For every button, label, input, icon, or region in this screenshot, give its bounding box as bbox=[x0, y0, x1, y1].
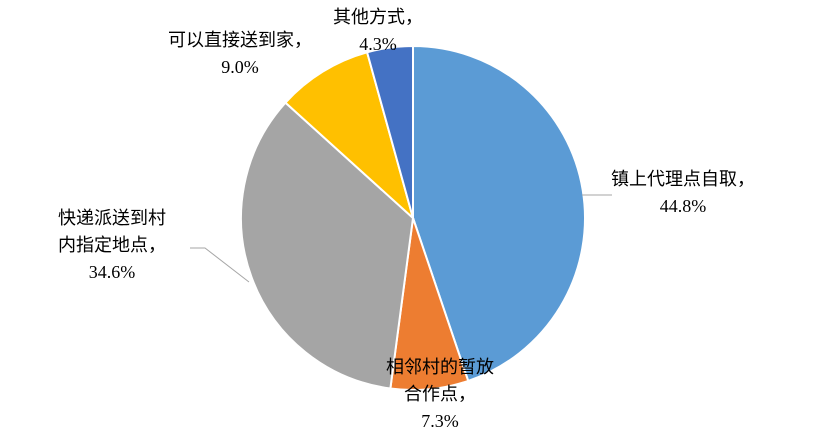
leader-line bbox=[190, 247, 250, 283]
category-label: 镇上代理点自取， bbox=[611, 169, 755, 189]
category-label: 可以直接送到家， bbox=[168, 30, 312, 50]
category-label: 相邻村的暂放合作点， bbox=[386, 357, 494, 404]
value-label: 9.0% bbox=[221, 57, 259, 77]
pie-slice bbox=[284, 51, 415, 222]
slice-label: 相邻村的暂放合作点， 7.3% bbox=[385, 354, 495, 435]
value-label: 4.3% bbox=[359, 34, 397, 54]
slice-label: 快递派送到村内指定地点， 34.6% bbox=[57, 205, 167, 286]
category-label: 其他方式， bbox=[333, 7, 423, 27]
pie-slice bbox=[240, 101, 415, 390]
value-label: 7.3% bbox=[421, 411, 459, 431]
pie-slice bbox=[365, 44, 414, 219]
slice-label: 镇上代理点自取， 44.8% bbox=[611, 166, 755, 220]
slice-label: 可以直接送到家， 9.0% bbox=[168, 27, 312, 81]
pie-slice bbox=[412, 44, 586, 383]
value-label: 44.8% bbox=[659, 196, 707, 216]
value-label: 34.6% bbox=[88, 262, 136, 282]
category-label: 快递派送到村内指定地点， bbox=[58, 208, 166, 255]
slice-label: 其他方式， 4.3% bbox=[333, 4, 423, 58]
